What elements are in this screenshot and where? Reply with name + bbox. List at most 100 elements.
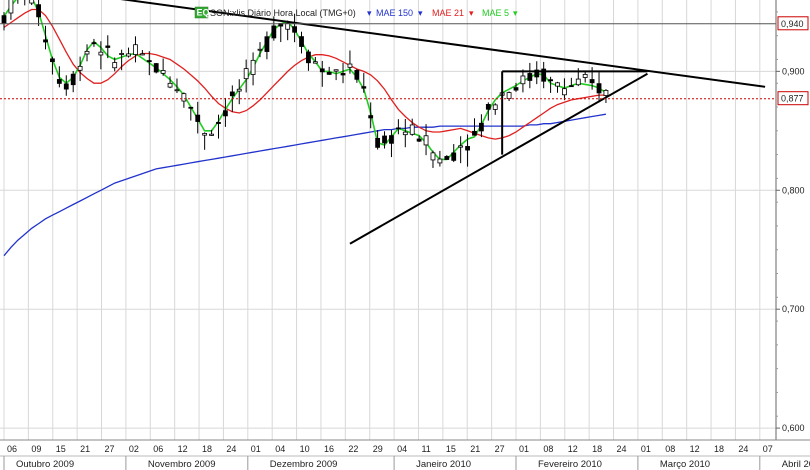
candle-body bbox=[250, 59, 256, 75]
candle-body bbox=[285, 22, 291, 30]
day-tick-label: 16 bbox=[324, 444, 334, 454]
candle-body bbox=[492, 104, 498, 110]
price-tick-label: 0,900 bbox=[782, 66, 805, 76]
candle-body bbox=[555, 82, 560, 87]
day-tick-label: 24 bbox=[617, 444, 627, 454]
price-marker-box bbox=[777, 91, 809, 106]
candle-body bbox=[63, 83, 69, 90]
candle-body bbox=[181, 93, 187, 102]
day-tick-label: 01 bbox=[251, 444, 261, 454]
price-markers: 0,940 0,877 bbox=[0, 16, 809, 106]
candle-body bbox=[126, 53, 131, 57]
candle-body bbox=[8, 0, 14, 14]
candle-body bbox=[209, 133, 214, 136]
day-tick-label: 09 bbox=[31, 444, 41, 454]
month-label: Março 2010 bbox=[660, 459, 710, 470]
candle-body bbox=[375, 137, 381, 148]
candle-body bbox=[292, 26, 297, 33]
candle-body bbox=[402, 131, 408, 136]
candle-body bbox=[271, 25, 277, 39]
candle-body bbox=[430, 152, 436, 161]
candle-body bbox=[513, 87, 519, 91]
day-tick-label: 07 bbox=[763, 444, 773, 454]
month-label: Dezembro 2009 bbox=[270, 459, 338, 470]
candle-body bbox=[146, 60, 152, 63]
legend-mae5[interactable]: MAE 5 bbox=[482, 8, 509, 18]
price-marker-label: 0,940 bbox=[781, 19, 804, 29]
day-tick-label: 02 bbox=[129, 444, 139, 454]
day-tick-label: 06 bbox=[153, 444, 163, 454]
candle-body bbox=[202, 133, 208, 136]
series-line-mae-150 bbox=[3, 113, 607, 257]
candle-body bbox=[582, 74, 588, 78]
annotation-trendline bbox=[349, 72, 648, 245]
month-label: Abril 2010 bbox=[782, 459, 810, 470]
candle-body bbox=[70, 73, 76, 86]
day-tick-label: 21 bbox=[80, 444, 90, 454]
day-tick-label: 11 bbox=[421, 444, 430, 454]
candle-body bbox=[458, 145, 464, 148]
candle-body bbox=[562, 88, 567, 96]
moving-averages bbox=[3, 0, 607, 257]
candle-body bbox=[50, 58, 55, 63]
candle-body bbox=[153, 63, 159, 73]
day-tick-label: 27 bbox=[495, 444, 505, 454]
candle-body bbox=[534, 69, 540, 78]
day-tick-label: 24 bbox=[226, 444, 236, 454]
day-tick-label: 27 bbox=[105, 444, 115, 454]
instrument-icon[interactable] bbox=[194, 6, 209, 19]
day-tick-label: 10 bbox=[300, 444, 310, 454]
time-axis: 06 09 15 21 27 02 06 12 18 24 01 04 10 16 22 29 04 11 15 21… bbox=[0, 439, 810, 470]
candle-body bbox=[299, 36, 304, 47]
legend-instrument[interactable]: SON:xlis Diário Hora Local (TMG+0) bbox=[210, 8, 356, 18]
day-tick-label: 21 bbox=[470, 444, 480, 454]
candle-body bbox=[395, 127, 401, 130]
day-tick-label: 12 bbox=[568, 444, 578, 454]
candle-body bbox=[319, 68, 325, 73]
day-tick-label: 22 bbox=[348, 444, 358, 454]
candle-body bbox=[1, 15, 7, 24]
svg-text:▾: ▾ bbox=[418, 8, 423, 18]
candle-body bbox=[389, 135, 394, 144]
candle-body bbox=[119, 53, 125, 55]
svg-text:▾: ▾ bbox=[513, 8, 518, 18]
legend-mae150[interactable]: MAE 150 bbox=[376, 8, 413, 18]
candle-body bbox=[548, 79, 553, 82]
day-tick-label: 12 bbox=[690, 444, 700, 454]
svg-text:EQ: EQ bbox=[197, 8, 210, 18]
price-marker-label: 0,877 bbox=[781, 94, 804, 104]
candle-body bbox=[444, 156, 450, 160]
candle-body bbox=[91, 42, 97, 45]
day-tick-label: 18 bbox=[202, 444, 212, 454]
candle-body bbox=[257, 48, 263, 51]
legend-mae21[interactable]: MAE 21 bbox=[432, 8, 464, 18]
candle-body bbox=[216, 121, 221, 124]
candle-body bbox=[416, 138, 422, 142]
candle-body bbox=[98, 51, 104, 56]
candle-body bbox=[264, 36, 270, 52]
candle-body bbox=[77, 65, 83, 71]
annotation-trendline bbox=[120, 0, 766, 88]
candle-body bbox=[333, 69, 339, 72]
candle-body bbox=[174, 89, 180, 92]
candle-body bbox=[479, 122, 484, 132]
candle-body bbox=[451, 152, 457, 161]
candle-body bbox=[361, 86, 367, 89]
candle-body bbox=[382, 135, 387, 144]
candle-body bbox=[527, 73, 533, 81]
price-tick-label: 0,600 bbox=[782, 423, 805, 433]
candle-body bbox=[596, 83, 602, 94]
candle-body bbox=[409, 124, 415, 135]
candle-body bbox=[354, 69, 360, 80]
candle-body bbox=[167, 82, 173, 88]
svg-text:▾: ▾ bbox=[367, 8, 372, 18]
candle-body bbox=[112, 62, 118, 69]
candle-body bbox=[326, 71, 332, 75]
month-label: Fevereiro 2010 bbox=[538, 459, 602, 470]
legend[interactable]: EQ SON:xlis Diário Hora Local (TMG+0) ▾ … bbox=[194, 6, 518, 19]
candle-body bbox=[506, 92, 512, 100]
candle-body bbox=[347, 63, 353, 68]
price-tick-label: 0,800 bbox=[782, 185, 805, 195]
